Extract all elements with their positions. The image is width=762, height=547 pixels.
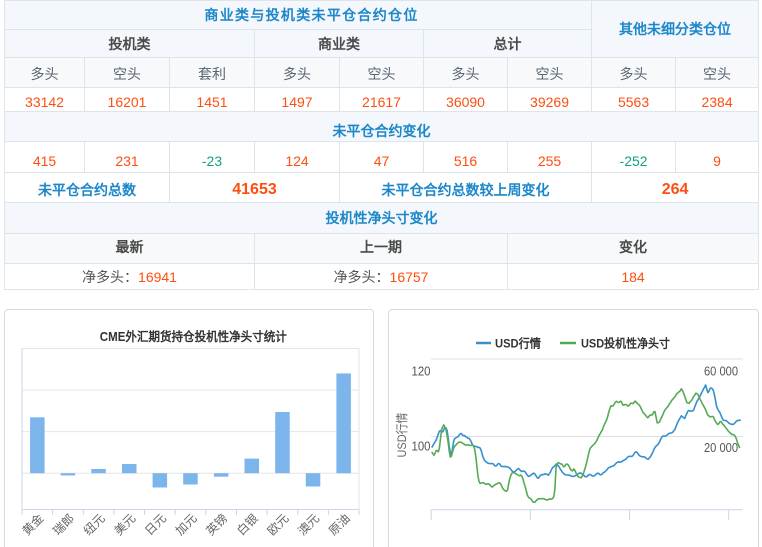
svg-text:20 000: 20 000	[704, 441, 738, 455]
svg-text:60 000: 60 000	[704, 365, 738, 379]
svg-text:纽元: 纽元	[81, 511, 108, 538]
svg-text:日元: 日元	[142, 511, 169, 538]
svg-text:100: 100	[412, 440, 431, 454]
svg-text:CME外汇期货持仓投机性净头寸统计: CME外汇期货持仓投机性净头寸统计	[100, 329, 287, 344]
svg-text:白银: 白银	[233, 511, 261, 539]
svg-text:美元: 美元	[111, 511, 138, 538]
svg-text:加元: 加元	[173, 511, 200, 538]
svg-text:USD行情: USD行情	[495, 336, 541, 351]
svg-text:USD投机性净头寸: USD投机性净头寸	[581, 336, 670, 351]
svg-text:USD行情: USD行情	[395, 413, 409, 458]
svg-text:黄金: 黄金	[19, 511, 47, 539]
svg-text:瑞郎: 瑞郎	[50, 511, 77, 538]
svg-text:澳元: 澳元	[295, 511, 322, 538]
svg-text:120: 120	[412, 365, 431, 379]
svg-text:英镑: 英镑	[203, 511, 231, 539]
svg-text:原油: 原油	[326, 511, 353, 538]
svg-text:欧元: 欧元	[265, 511, 292, 538]
